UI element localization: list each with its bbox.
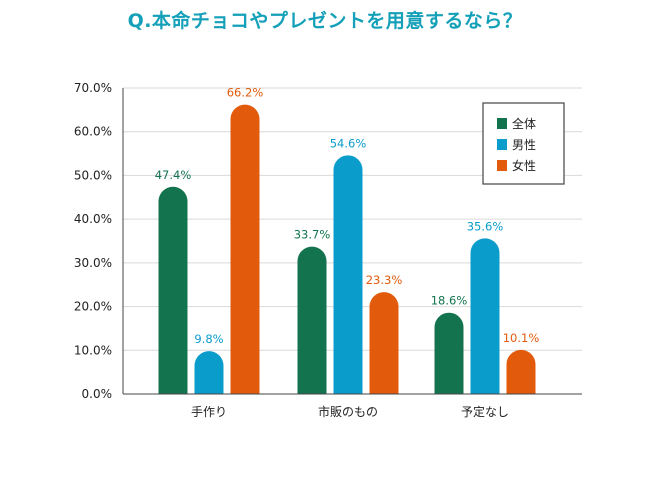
data-label: 9.8% bbox=[194, 332, 223, 346]
bar bbox=[230, 104, 260, 394]
legend-swatch bbox=[497, 118, 507, 129]
bar bbox=[297, 246, 327, 394]
legend-swatch bbox=[497, 160, 507, 171]
legend-box bbox=[482, 102, 565, 185]
y-tick-label: 40.0% bbox=[74, 212, 112, 226]
legend-label: 女性 bbox=[512, 158, 536, 173]
category-label: 市販のもの bbox=[318, 404, 378, 419]
data-label: 10.1% bbox=[503, 331, 540, 345]
y-tick-label: 60.0% bbox=[74, 125, 112, 139]
x-axis-category-labels: 手作り 市販のもの 予定なし bbox=[191, 404, 509, 419]
category-label: 予定なし bbox=[461, 404, 509, 419]
bar bbox=[506, 349, 536, 394]
y-axis-tick-labels: 0.0% 10.0% 20.0% 30.0% 40.0% 50.0% 60.0% 70.0% bbox=[74, 81, 112, 401]
y-tick-label: 30.0% bbox=[74, 256, 112, 270]
data-label: 23.3% bbox=[366, 273, 403, 287]
legend-label: 男性 bbox=[512, 138, 536, 152]
legend-swatch bbox=[497, 139, 507, 150]
bar bbox=[434, 312, 464, 394]
data-label: 18.6% bbox=[431, 294, 468, 308]
chart-title: Q.本命チョコやプレゼントを用意するなら？ bbox=[127, 10, 523, 32]
bars bbox=[158, 104, 536, 394]
y-tick-label: 50.0% bbox=[74, 168, 112, 182]
y-tick-label: 20.0% bbox=[74, 300, 112, 314]
data-label: 35.6% bbox=[467, 219, 504, 233]
category-label: 手作り bbox=[191, 405, 227, 419]
y-tick-label: 10.0% bbox=[74, 343, 112, 357]
legend-label: 全体 bbox=[512, 116, 536, 131]
bar bbox=[470, 238, 500, 394]
data-labels: 47.4% 9.8% 66.2% 33.7% 54.6% 23.3% 18.6% 35.6% 1… bbox=[155, 86, 540, 347]
data-label: 33.7% bbox=[294, 228, 331, 242]
data-label: 47.4% bbox=[155, 168, 192, 182]
data-label: 66.2% bbox=[227, 86, 264, 100]
data-label: 54.6% bbox=[330, 136, 367, 150]
bar bbox=[158, 186, 188, 394]
y-tick-label: 0.0% bbox=[82, 387, 113, 401]
bar bbox=[194, 351, 224, 394]
bar bbox=[369, 292, 399, 394]
y-tick-label: 70.0% bbox=[74, 81, 112, 95]
bar bbox=[333, 155, 363, 394]
